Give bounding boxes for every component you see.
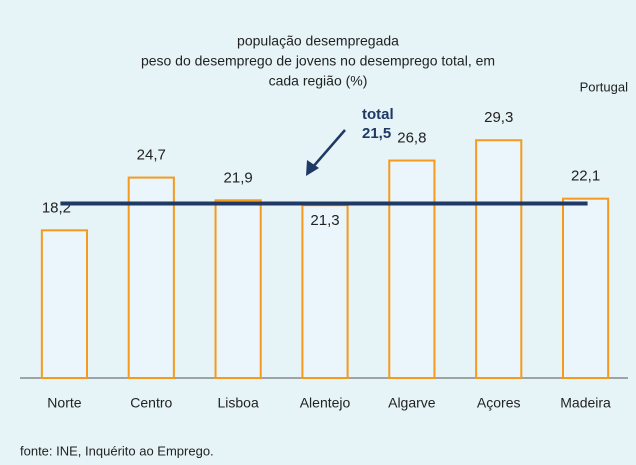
x-tick-label: Açores	[477, 395, 521, 411]
region-label: Portugal	[580, 79, 629, 94]
value-label: 21,9	[224, 169, 253, 186]
value-label: 26,8	[397, 130, 426, 147]
x-tick-label: Madeira	[560, 395, 611, 411]
arrow	[311, 129, 346, 169]
bar	[388, 159, 436, 379]
chart-title: peso do desemprego de jovens no desempre…	[141, 53, 495, 69]
value-label: 24,7	[137, 147, 166, 164]
reference-value: 21,5	[362, 125, 391, 142]
value-label: 29,3	[484, 109, 513, 126]
x-tick-label: Norte	[47, 395, 81, 411]
source: fonte: INE, Inquérito ao Emprego.	[20, 443, 214, 458]
value-label: 21,3	[310, 212, 339, 229]
chart-title: população desempregada	[237, 33, 399, 49]
arrow-head	[306, 160, 319, 176]
bar	[127, 176, 175, 379]
x-tick-label: Lisboa	[218, 395, 259, 411]
bar	[40, 229, 89, 379]
bar	[561, 197, 610, 379]
x-tick-label: Alentejo	[300, 395, 351, 411]
x-tick-label: Centro	[130, 395, 172, 411]
bar	[475, 139, 523, 379]
chart-title: cada região (%)	[269, 73, 368, 89]
bar	[214, 199, 262, 379]
value-label: 22,1	[571, 168, 600, 185]
x-tick-label: Algarve	[388, 395, 436, 411]
bar	[301, 204, 349, 379]
reference-name: total	[362, 106, 394, 123]
